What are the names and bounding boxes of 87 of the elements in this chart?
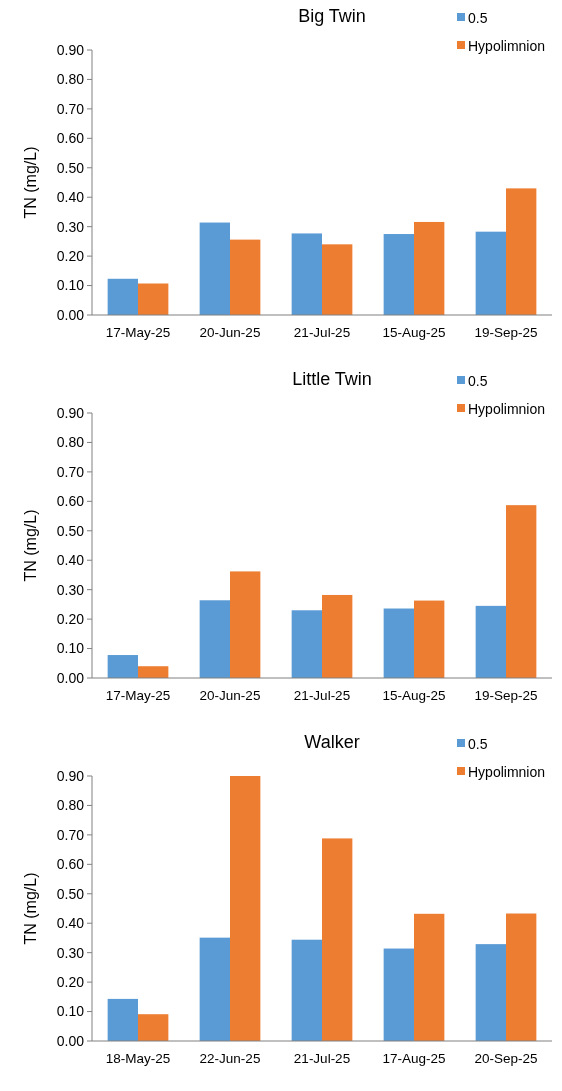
- y-tick-label: 0.90: [56, 404, 85, 421]
- bar: [322, 244, 353, 315]
- x-tick-label: 21-Jul-25: [293, 325, 351, 340]
- y-tick-label: 0.20: [56, 974, 85, 991]
- bar: [475, 231, 506, 315]
- y-tick-label: 0.00: [56, 669, 85, 686]
- y-tick-label: 0.50: [56, 885, 85, 902]
- y-tick-label: 0.30: [56, 944, 85, 961]
- legend-label: Hypolimnion: [468, 37, 546, 54]
- y-tick-label: 0.10: [56, 640, 85, 657]
- x-tick-label: 19-Sep-25: [474, 688, 538, 703]
- y-tick-label: 0.00: [56, 306, 85, 323]
- x-tick-label: 22-Jun-25: [199, 1051, 261, 1066]
- bar: [199, 222, 230, 315]
- bar: [414, 221, 445, 315]
- x-tick-label: 20-Sep-25: [474, 1051, 538, 1066]
- x-tick-label: 18-May-25: [105, 1051, 171, 1066]
- bar: [291, 610, 322, 678]
- bar: [230, 776, 261, 1041]
- bar: [506, 505, 537, 678]
- x-tick-label: 19-Sep-25: [474, 325, 538, 340]
- y-tick-label: 0.70: [56, 100, 85, 117]
- x-tick-label: 21-Jul-25: [293, 1051, 351, 1066]
- bar: [383, 948, 414, 1041]
- bar: [322, 594, 353, 678]
- x-tick-label: 20-Jun-25: [199, 688, 261, 703]
- y-tick-label: 0.10: [56, 1003, 85, 1020]
- y-tick-label: 0.80: [56, 434, 85, 451]
- bar: [506, 913, 537, 1041]
- bar: [199, 937, 230, 1041]
- y-tick-label: 0.20: [56, 611, 85, 628]
- bar: [383, 608, 414, 678]
- x-tick-label: 17-May-25: [105, 325, 171, 340]
- x-tick-label: 21-Jul-25: [293, 688, 351, 703]
- bar: [383, 234, 414, 315]
- bar: [414, 913, 445, 1041]
- y-tick-label: 0.80: [56, 797, 85, 814]
- x-tick-label: 17-Aug-25: [382, 1051, 446, 1066]
- y-axis-title: TN (mg/L): [22, 146, 39, 219]
- bar: [322, 838, 353, 1041]
- y-axis-title: TN (mg/L): [22, 872, 39, 945]
- y-tick-label: 0.20: [56, 248, 85, 265]
- x-tick-label: 15-Aug-25: [382, 688, 446, 703]
- bar: [230, 571, 261, 678]
- bar: [291, 939, 322, 1041]
- bar: [138, 1014, 169, 1041]
- y-tick-label: 0.50: [56, 159, 85, 176]
- bar: [475, 605, 506, 678]
- legend-label: Hypolimnion: [468, 763, 546, 780]
- x-tick-label: 17-May-25: [105, 688, 171, 703]
- bar: [199, 600, 230, 678]
- y-tick-label: 0.70: [56, 826, 85, 843]
- bar: [230, 239, 261, 315]
- bar: [107, 278, 138, 315]
- legend-label: 0.5: [468, 9, 488, 26]
- x-tick-label: 20-Jun-25: [199, 325, 261, 340]
- y-tick-label: 0.60: [56, 493, 85, 510]
- y-tick-label: 0.10: [56, 277, 85, 294]
- y-tick-label: 0.80: [56, 71, 85, 88]
- y-tick-label: 0.50: [56, 522, 85, 539]
- y-tick-label: 0.40: [56, 189, 85, 206]
- chart-title: Little Twin: [292, 369, 372, 389]
- bar: [475, 944, 506, 1041]
- legend-label: Hypolimnion: [468, 400, 546, 417]
- bar: [414, 600, 445, 678]
- y-tick-label: 0.40: [56, 915, 85, 932]
- y-tick-label: 0.60: [56, 856, 85, 873]
- bar: [506, 188, 537, 315]
- bar: [138, 666, 169, 678]
- y-axis-title: TN (mg/L): [22, 509, 39, 582]
- y-tick-label: 0.60: [56, 130, 85, 147]
- y-tick-label: 0.30: [56, 218, 85, 235]
- x-tick-label: 15-Aug-25: [382, 325, 446, 340]
- y-tick-label: 0.90: [56, 41, 85, 58]
- y-tick-label: 0.40: [56, 552, 85, 569]
- legend-label: 0.5: [468, 735, 488, 752]
- bar: [138, 283, 169, 315]
- bar: [291, 233, 322, 315]
- chart-title: Walker: [304, 732, 360, 752]
- y-tick-label: 0.00: [56, 1032, 85, 1049]
- legend-label: 0.5: [468, 372, 488, 389]
- bar: [107, 655, 138, 678]
- bar: [107, 998, 138, 1041]
- chart-title: Big Twin: [298, 6, 366, 26]
- y-tick-label: 0.70: [56, 463, 85, 480]
- y-tick-label: 0.90: [56, 767, 85, 784]
- y-tick-label: 0.30: [56, 581, 85, 598]
